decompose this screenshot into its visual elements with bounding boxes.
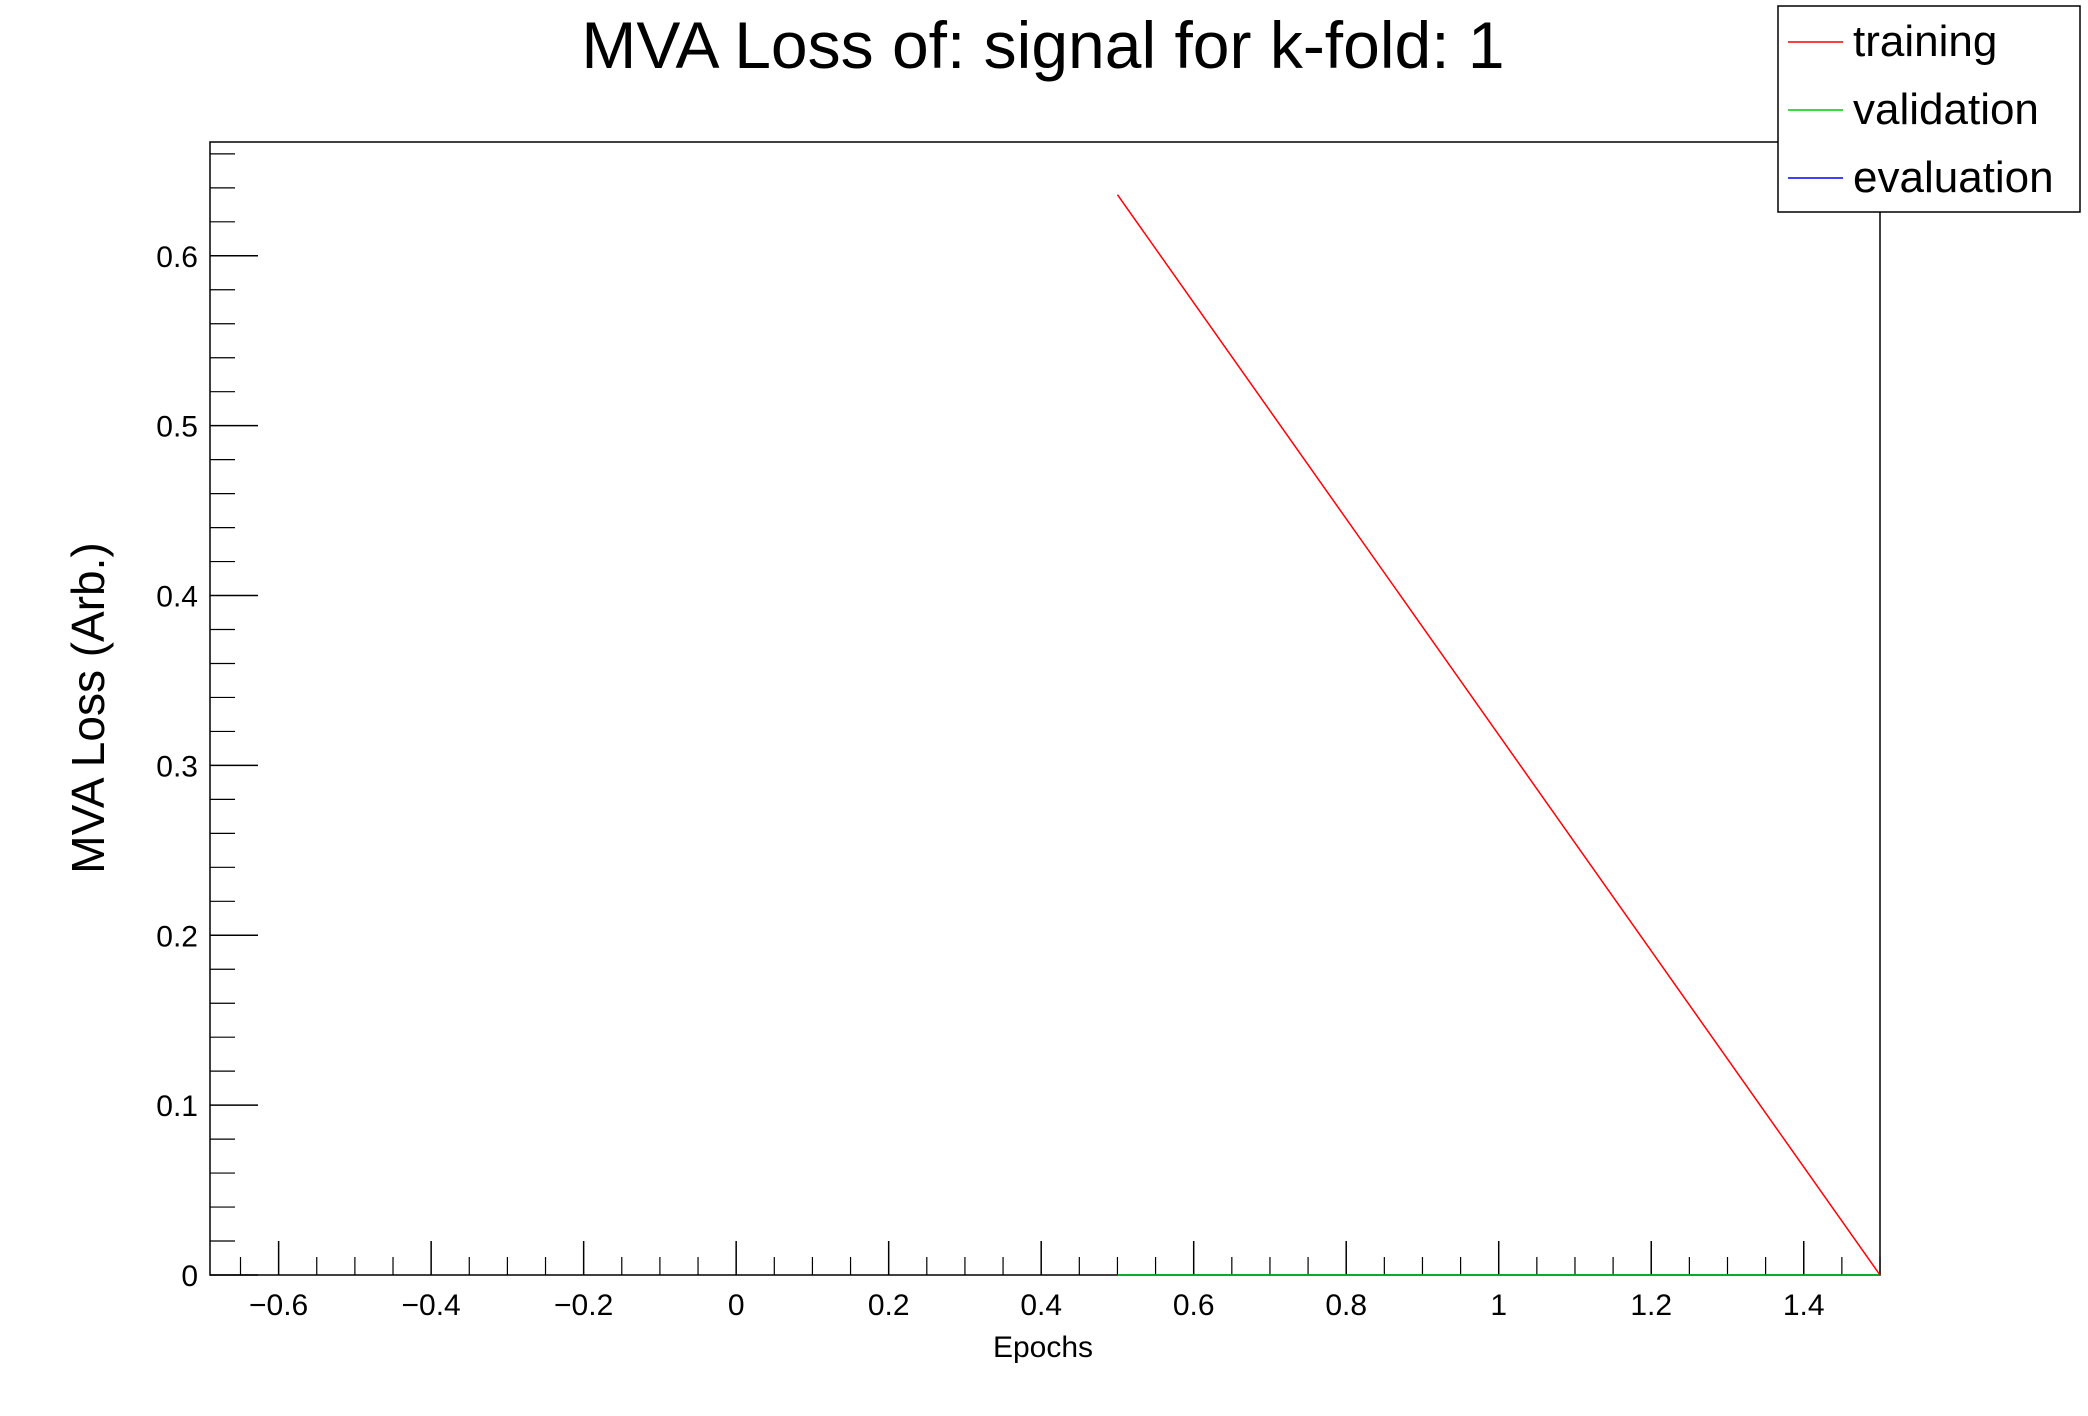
legend-evaluation-label: evaluation [1853, 153, 2054, 202]
x-axis-label: Epochs [993, 1331, 1093, 1364]
x-tick-label: 0.8 [1325, 1289, 1367, 1322]
y-tick-label: 0.2 [156, 920, 198, 953]
x-tick-label: −0.2 [554, 1289, 613, 1322]
y-axis-ticks: 0 0.1 0.2 0.3 0.4 0.5 0.6 [156, 153, 258, 1293]
y-axis-label: MVA Loss (Arb.) [62, 542, 114, 873]
y-tick-label: 0.4 [156, 581, 198, 614]
x-tick-label: −0.4 [402, 1289, 461, 1322]
x-tick-label: 0.4 [1020, 1289, 1062, 1322]
x-tick-label: 0 [728, 1289, 745, 1322]
legend-validation-label: validation [1853, 85, 2039, 134]
x-axis-ticks: −0.6 −0.4 −0.2 0 0.2 0.4 0.6 0.8 1 1.2 1.4 [239, 1241, 1881, 1322]
plot-frame [209, 141, 1881, 1276]
x-tick-label: 0.2 [868, 1289, 910, 1322]
series-line-training [1116, 194, 1881, 1276]
legend-training-label: training [1853, 17, 1997, 66]
x-tick-label: 0.6 [1173, 1289, 1215, 1322]
legend: training validation evaluation [1777, 5, 2081, 213]
y-tick-label: 0.1 [156, 1090, 198, 1123]
x-tick-label: 1 [1490, 1289, 1507, 1322]
y-tick-label: 0.5 [156, 411, 198, 444]
x-tick-label: −0.6 [249, 1289, 308, 1322]
x-tick-label: 1.4 [1783, 1289, 1825, 1322]
y-tick-label: 0 [181, 1260, 198, 1293]
x-tick-label: 1.2 [1630, 1289, 1672, 1322]
y-tick-label: 0.6 [156, 241, 198, 274]
series-layer [1116, 194, 1881, 1276]
chart-title: MVA Loss of: signal for k-fold: 1 [581, 8, 1504, 82]
y-tick-label: 0.3 [156, 750, 198, 783]
